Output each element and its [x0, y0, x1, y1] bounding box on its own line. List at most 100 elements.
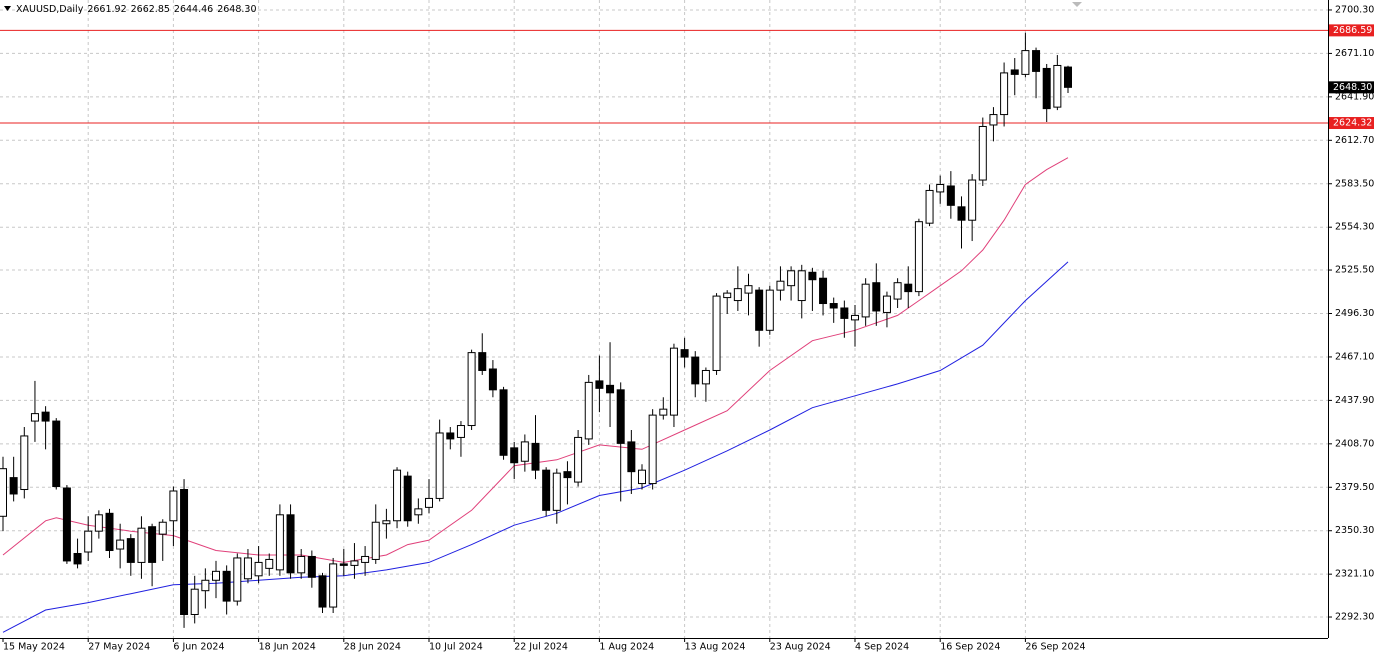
- y-tick-label: 2612.70: [1335, 135, 1374, 146]
- candle-body: [840, 307, 849, 319]
- grid: [0, 0, 1328, 638]
- candle-body: [531, 442, 540, 471]
- x-tick-label: 18 Jun 2024: [259, 642, 316, 652]
- candle-body: [41, 411, 50, 422]
- candle-body: [169, 490, 178, 522]
- candle-body: [882, 295, 891, 313]
- candle-body: [329, 563, 338, 608]
- candle-body: [1000, 72, 1009, 116]
- candle-body: [1053, 64, 1062, 108]
- candle-body: [957, 206, 966, 221]
- x-tick-label: 22 Jul 2024: [514, 642, 568, 652]
- x-tick-label: 23 Aug 2024: [770, 642, 831, 652]
- candle-body: [872, 282, 881, 312]
- y-tick-label: 2583.50: [1335, 178, 1374, 189]
- y-tick-label: 2700.30: [1335, 4, 1374, 15]
- header-value: 2644.46: [174, 4, 213, 15]
- candle-body: [297, 555, 306, 574]
- candle-body: [851, 314, 859, 321]
- candle-body: [212, 570, 220, 581]
- candle-body: [648, 414, 657, 485]
- candle-body: [723, 292, 732, 299]
- candle-body: [744, 285, 753, 294]
- candle-body: [542, 469, 551, 511]
- y-tick-label: 2379.50: [1335, 482, 1374, 493]
- candle-body: [222, 570, 231, 602]
- x-tick-label: 26 Sep 2024: [1025, 642, 1085, 652]
- level-label-box: [1329, 24, 1374, 37]
- candle-body: [137, 527, 146, 563]
- y-tick-label: 2408.70: [1335, 438, 1374, 449]
- candle-body: [275, 514, 284, 571]
- candle-body: [265, 558, 274, 569]
- y-tick-label: 2321.10: [1335, 569, 1374, 580]
- candle-body: [925, 189, 934, 224]
- candle-body: [158, 521, 167, 535]
- y-tick-label: 2641.90: [1335, 91, 1374, 102]
- level-label: 2624.32: [1333, 118, 1372, 129]
- candle-body: [616, 389, 625, 444]
- header: XAUUSD,Daily 2661.92 2662.85 2644.46 2648.30: [16, 4, 257, 15]
- candle-body: [243, 557, 252, 580]
- y-tick-label: 2437.90: [1335, 395, 1374, 406]
- candle-body: [1042, 67, 1051, 110]
- candle-body: [350, 560, 359, 566]
- candle-body: [510, 447, 519, 464]
- level-label-box: [1329, 117, 1374, 130]
- candle-body: [499, 389, 508, 456]
- y-tick-label: 2554.30: [1335, 222, 1374, 233]
- candle-body: [712, 295, 721, 371]
- candle-body: [148, 526, 157, 563]
- level-label: 2686.59: [1333, 25, 1372, 36]
- candle-body: [233, 557, 242, 602]
- y-tick-label: 2467.10: [1335, 351, 1374, 362]
- candle-body: [595, 380, 604, 389]
- candle-body: [946, 185, 955, 206]
- y-tick-label: 2671.10: [1335, 48, 1374, 59]
- candle-body: [765, 289, 774, 331]
- candle-body: [904, 283, 913, 293]
- candle-body: [116, 539, 125, 550]
- candle-body: [914, 221, 923, 293]
- candle-body: [403, 475, 412, 522]
- candle-body: [968, 179, 977, 221]
- menu-arrow: [4, 6, 11, 11]
- candle-body: [52, 420, 61, 488]
- candle-body: [435, 432, 444, 499]
- candle-body: [1010, 69, 1019, 75]
- candle-body: [733, 288, 742, 302]
- x-tick-label: 16 Sep 2024: [940, 642, 1000, 652]
- candle-body: [393, 469, 402, 522]
- candle-body: [680, 349, 689, 358]
- candle-body: [307, 555, 316, 578]
- candle-body: [254, 561, 263, 577]
- candle-body: [488, 368, 497, 391]
- candle-body: [371, 521, 380, 560]
- candle-body: [73, 552, 82, 565]
- candle-body: [286, 514, 295, 574]
- y-tick-label: 2292.30: [1335, 612, 1374, 623]
- candle-body: [446, 432, 455, 440]
- axes: 2700.30 2671.10 2641.90 2612.70 2583.50 2554.…: [2, 4, 1374, 652]
- candle-body: [318, 575, 327, 608]
- candle-body: [84, 530, 93, 553]
- candle-body: [584, 381, 593, 440]
- candle-body: [755, 289, 764, 331]
- candle-body: [456, 425, 465, 438]
- shift-marker: [1072, 2, 1082, 7]
- y-tick-label: 2350.30: [1335, 525, 1374, 536]
- x-tick-label: 15 May 2024: [3, 642, 65, 652]
- candle-body: [638, 469, 646, 485]
- candle-body: [659, 408, 668, 416]
- price-label-box: [1329, 81, 1374, 94]
- candle-body: [808, 271, 817, 281]
- candle-body: [94, 514, 103, 532]
- candle-body: [701, 369, 710, 385]
- candle-body: [20, 435, 29, 491]
- candle-body: [190, 588, 199, 615]
- candle-body: [478, 352, 487, 371]
- plot: [0, 29, 1328, 633]
